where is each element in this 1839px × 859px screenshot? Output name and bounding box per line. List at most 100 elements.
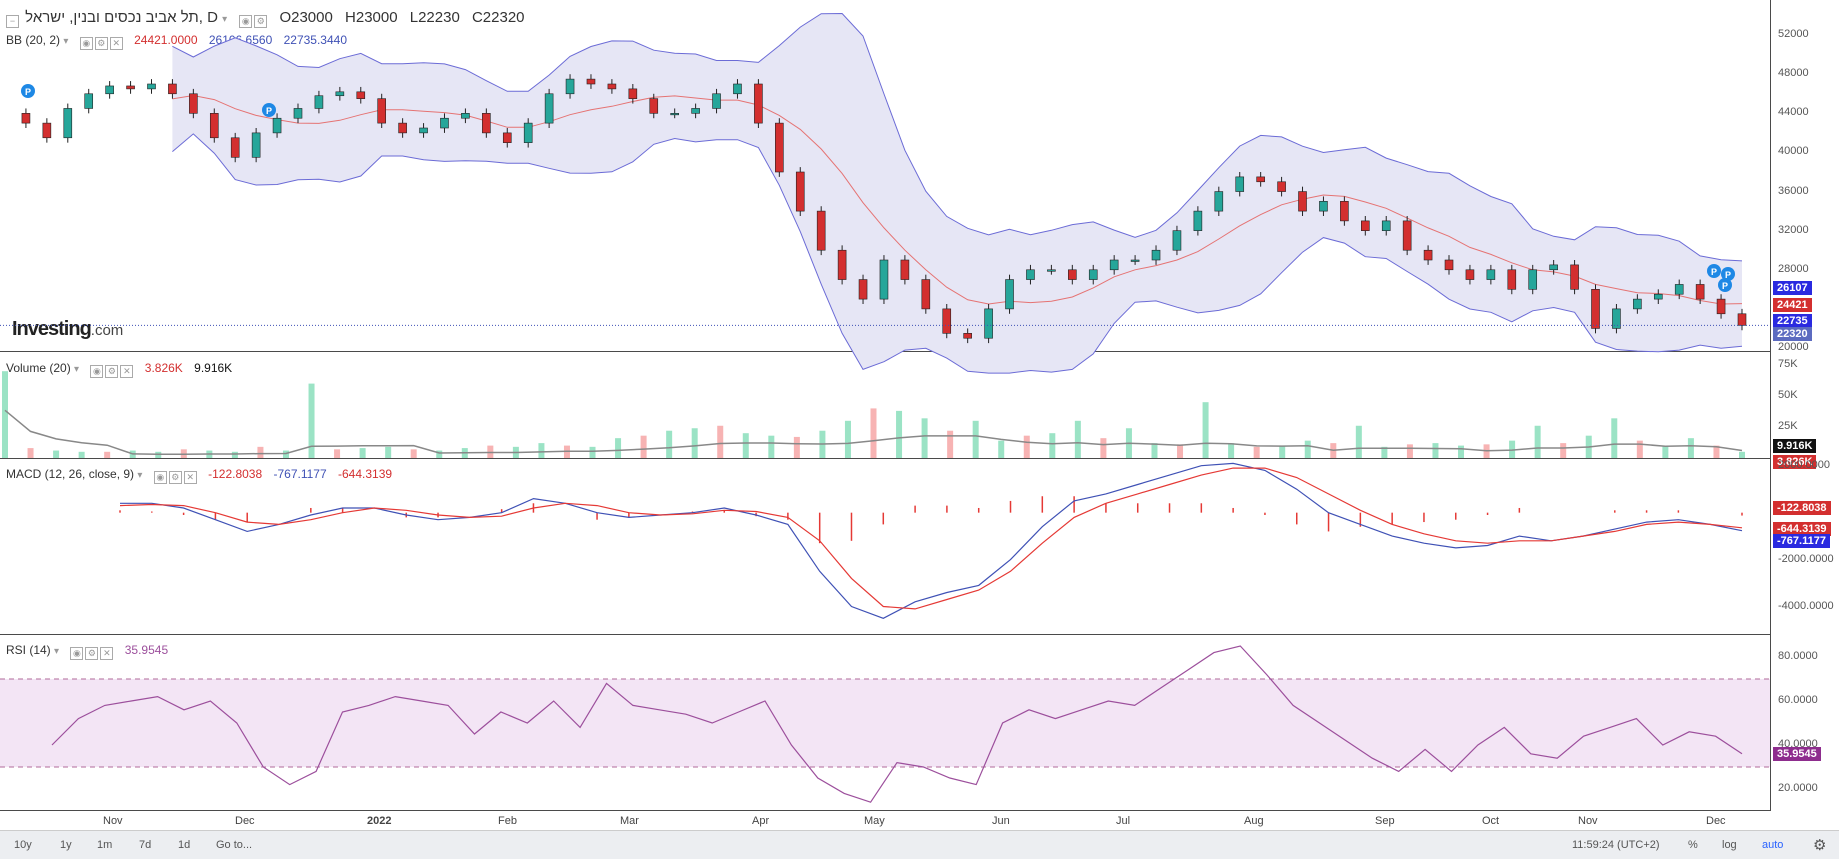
candle-body: [461, 113, 470, 119]
candle-body: [1068, 269, 1077, 280]
chart-canvas[interactable]: PPP PP: [0, 0, 1839, 830]
volume-bar: [742, 433, 749, 458]
close-icon[interactable]: ✕: [183, 471, 197, 484]
range-1m-button[interactable]: 1m: [97, 839, 113, 851]
price-tick: 52000: [1778, 28, 1809, 41]
rsi-pane[interactable]: RSI (14) ▾ ◉ ⚙ ✕ 35.9545: [0, 635, 1770, 811]
candle-body: [963, 333, 972, 339]
volume-pane[interactable]: Volume (20) ▾ ◉ ⚙ ✕ 3.826K 9.916K: [0, 352, 1770, 459]
close-icon[interactable]: ✕: [109, 37, 123, 50]
volume-ma-value: 9.916K: [194, 361, 233, 375]
range-1y-button[interactable]: 1y: [60, 839, 72, 851]
volume-bar: [1304, 440, 1311, 458]
goto-button[interactable]: Go to...: [216, 839, 253, 851]
range-1d-button[interactable]: 1d: [178, 839, 191, 851]
candle-body: [21, 113, 31, 124]
eye-icon[interactable]: ◉: [79, 37, 93, 50]
rsi-axis[interactable]: [1770, 635, 1839, 811]
macd-tag: -767.1177: [1773, 533, 1830, 548]
volume-ma-tag: 9.916K: [1773, 438, 1817, 453]
price-axis[interactable]: [1770, 0, 1839, 352]
macd-pane[interactable]: MACD (12, 26, close, 9) ▾ ◉ ⚙ ✕ -122.8038 …: [0, 459, 1770, 635]
range-7d-button[interactable]: 7d: [139, 839, 152, 851]
volume-legend[interactable]: Volume (20) ▾ ◉ ⚙ ✕ 3.826K 9.916K: [6, 361, 232, 378]
settings-icon[interactable]: ⚙: [168, 471, 182, 484]
range-10y-button[interactable]: 10y: [14, 839, 32, 851]
low-value: L22230: [409, 9, 460, 26]
bb-name: BB (20, 2): [6, 33, 61, 47]
candle-body: [293, 108, 303, 119]
settings-icon[interactable]: ⚙: [105, 365, 119, 378]
volume-bar: [1611, 418, 1618, 458]
macd-axis[interactable]: [1770, 459, 1839, 635]
volume-bar: [257, 446, 264, 458]
candle-body: [523, 122, 533, 143]
collapse-icon[interactable]: −: [6, 15, 19, 28]
candle-body: [795, 171, 805, 212]
volume-bar: [793, 436, 800, 458]
clock-text: 11:59:24 (UTC+2): [1572, 839, 1660, 851]
auto-toggle[interactable]: auto: [1762, 839, 1784, 851]
macd-tick: 2000.0000: [1778, 458, 1830, 471]
volume-bar: [1023, 435, 1030, 458]
macd-legend[interactable]: MACD (12, 26, close, 9) ▾ ◉ ⚙ ✕ -122.8038 …: [6, 467, 392, 484]
volume-bar: [27, 448, 34, 458]
volume-axis[interactable]: [1770, 352, 1839, 459]
log-toggle[interactable]: log: [1722, 839, 1737, 851]
volume-bar: [1049, 433, 1056, 458]
rsi-name: RSI (14): [6, 643, 51, 657]
volume-bar: [231, 451, 238, 458]
candle-body: [607, 83, 617, 90]
volume-tag: 3.826K: [1773, 455, 1817, 470]
rsi-tag: 35.9545: [1773, 746, 1821, 761]
rsi-legend[interactable]: RSI (14) ▾ ◉ ⚙ ✕ 35.9545: [6, 643, 168, 660]
bb-band-fill: [172, 13, 1742, 374]
price-tick: 48000: [1778, 67, 1809, 80]
x-axis-label: Jul: [1116, 815, 1131, 827]
eye-icon[interactable]: ◉: [70, 647, 84, 660]
dropdown-icon[interactable]: ▾: [137, 470, 143, 481]
candle-body: [1633, 298, 1642, 310]
eye-icon[interactable]: ◉: [239, 15, 253, 28]
volume-bar: [359, 448, 366, 458]
volume-bar: [1509, 440, 1516, 458]
dropdown-icon[interactable]: ▾: [54, 646, 60, 657]
close-icon[interactable]: ✕: [120, 365, 134, 378]
eye-icon[interactable]: ◉: [90, 365, 104, 378]
dropdown-icon[interactable]: ▾: [222, 14, 228, 25]
candle-body: [314, 95, 324, 109]
candle-body: [147, 83, 156, 90]
symbol-title: תל אביב נכסים ובנין, ישראל, D: [25, 9, 218, 26]
candle-body: [1465, 269, 1475, 280]
candle-body: [1088, 269, 1098, 280]
volume-bar: [1534, 425, 1541, 458]
dropdown-icon[interactable]: ▾: [63, 36, 69, 47]
volume-value: 3.826K: [144, 361, 183, 375]
volume-bar: [385, 446, 392, 458]
settings-icon[interactable]: ⚙: [94, 37, 108, 50]
settings-gear-icon[interactable]: ⚙: [1813, 837, 1827, 854]
volume-bar: [1432, 443, 1439, 458]
rsi-tick: 20.0000: [1778, 782, 1818, 794]
candle-body: [984, 308, 993, 339]
bottom-toolbar: 10y 1y 1m 7d 1d Go to... 11:59:24 (UTC+2…: [0, 830, 1839, 859]
volume-bar: [1100, 438, 1107, 458]
close-value: C22320: [471, 9, 525, 26]
volume-bar: [2, 371, 8, 458]
bb-upper-tag: 26107: [1773, 281, 1812, 296]
candle-body: [63, 108, 73, 139]
volume-bar: [1406, 444, 1413, 458]
dropdown-icon[interactable]: ▾: [74, 364, 80, 375]
volume-tick: 50K: [1778, 389, 1798, 401]
investing-logo: Investing.com: [12, 318, 123, 341]
settings-icon[interactable]: ⚙: [254, 15, 268, 28]
candle-body: [251, 132, 261, 158]
symbol-legend[interactable]: − תל אביב נכסים ובנין, ישראל, D ▾ ◉ ⚙ O23…: [6, 9, 525, 28]
volume-bar: [53, 450, 60, 458]
settings-icon[interactable]: ⚙: [85, 647, 99, 660]
x-axis-label: Mar: [620, 815, 639, 827]
close-icon[interactable]: ✕: [100, 647, 114, 660]
candle-body: [1381, 220, 1391, 231]
eye-icon[interactable]: ◉: [153, 471, 167, 484]
percent-toggle[interactable]: %: [1688, 839, 1698, 851]
